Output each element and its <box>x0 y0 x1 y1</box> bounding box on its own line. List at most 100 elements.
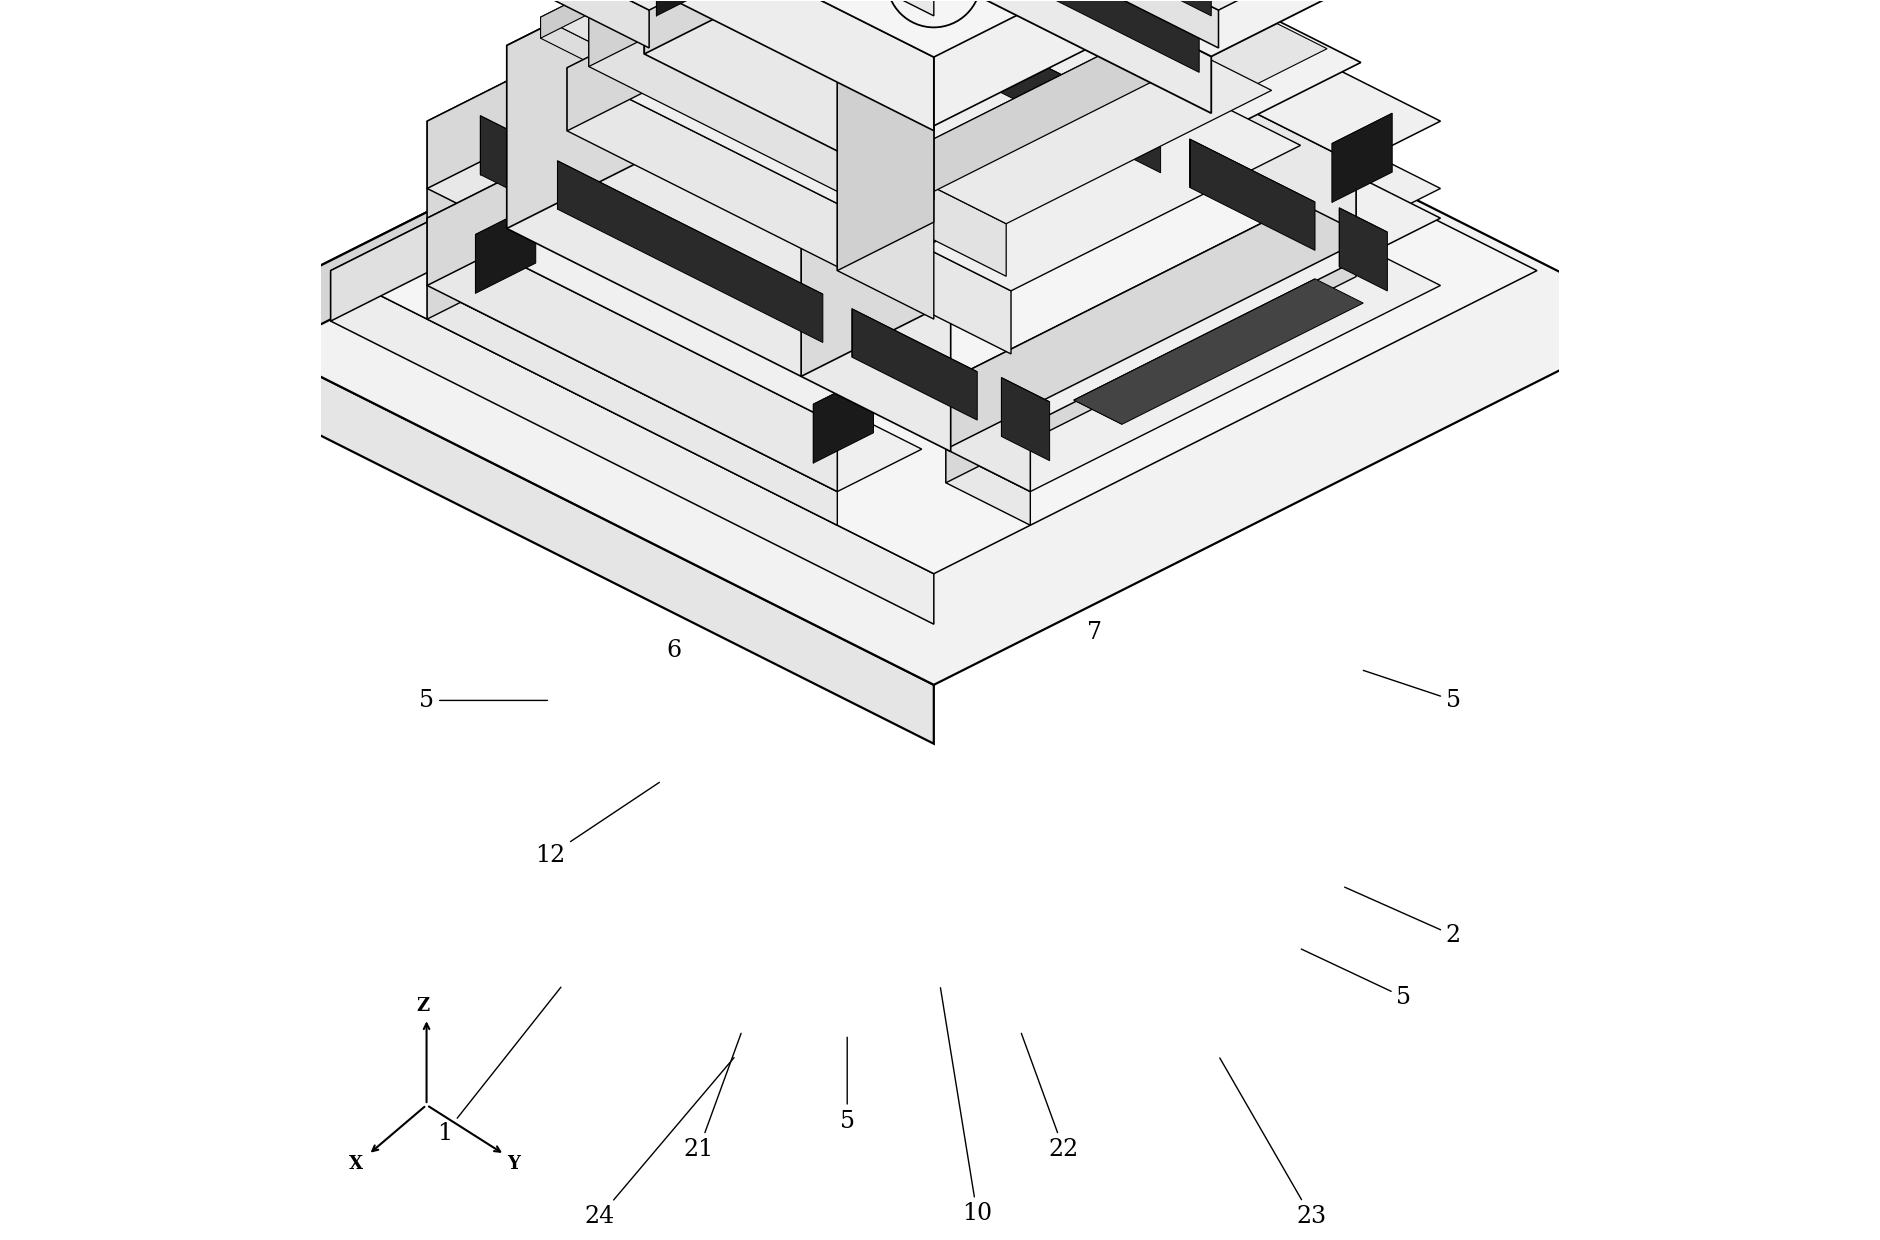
Polygon shape <box>885 164 1006 277</box>
Text: 12: 12 <box>536 782 660 867</box>
Polygon shape <box>1073 401 1122 424</box>
Polygon shape <box>1331 113 1393 202</box>
Polygon shape <box>995 0 1055 32</box>
Polygon shape <box>427 176 511 285</box>
Polygon shape <box>861 216 1011 353</box>
Polygon shape <box>427 0 921 164</box>
Polygon shape <box>1073 279 1314 401</box>
Polygon shape <box>541 0 902 38</box>
Polygon shape <box>1006 0 1199 72</box>
Polygon shape <box>946 382 1030 491</box>
Polygon shape <box>427 285 837 526</box>
Polygon shape <box>801 193 951 451</box>
Polygon shape <box>895 0 1160 124</box>
Polygon shape <box>588 14 861 203</box>
Polygon shape <box>635 0 1233 57</box>
Polygon shape <box>476 205 536 234</box>
Polygon shape <box>645 0 934 55</box>
Polygon shape <box>852 309 978 420</box>
Text: 7: 7 <box>1087 621 1102 644</box>
Polygon shape <box>588 0 854 67</box>
Polygon shape <box>541 0 1177 155</box>
Text: 6: 6 <box>666 640 682 662</box>
Polygon shape <box>861 71 1151 279</box>
Polygon shape <box>427 122 511 231</box>
Polygon shape <box>558 161 823 294</box>
Polygon shape <box>1073 279 1363 424</box>
Polygon shape <box>946 0 1440 57</box>
Polygon shape <box>331 270 934 624</box>
Polygon shape <box>946 449 1030 526</box>
Polygon shape <box>895 0 1160 172</box>
Polygon shape <box>716 0 934 16</box>
Polygon shape <box>801 0 1361 269</box>
Polygon shape <box>645 0 1224 125</box>
Text: 5: 5 <box>840 1037 855 1132</box>
Polygon shape <box>946 176 1440 424</box>
Polygon shape <box>946 0 1440 164</box>
Polygon shape <box>885 30 1271 223</box>
Polygon shape <box>946 0 1440 231</box>
Polygon shape <box>946 0 1030 58</box>
Text: Y: Y <box>508 1156 519 1173</box>
Text: Z: Z <box>415 997 429 1016</box>
Polygon shape <box>211 0 1658 684</box>
Polygon shape <box>885 30 1151 216</box>
Polygon shape <box>861 71 1301 291</box>
Polygon shape <box>837 0 934 319</box>
Polygon shape <box>656 0 818 16</box>
Polygon shape <box>568 0 857 131</box>
Polygon shape <box>989 0 1218 48</box>
Polygon shape <box>331 0 1538 574</box>
Polygon shape <box>818 0 867 29</box>
Polygon shape <box>1049 0 1211 16</box>
Text: 22: 22 <box>1021 1033 1079 1161</box>
Polygon shape <box>568 68 861 279</box>
Polygon shape <box>1190 139 1314 202</box>
Polygon shape <box>946 0 1211 113</box>
Polygon shape <box>508 0 1211 193</box>
Text: 23: 23 <box>1220 1058 1325 1228</box>
Polygon shape <box>835 0 1327 231</box>
Polygon shape <box>645 0 934 200</box>
Text: 2: 2 <box>1344 887 1461 947</box>
Polygon shape <box>1002 377 1049 402</box>
Polygon shape <box>331 0 934 321</box>
Polygon shape <box>427 188 511 264</box>
Polygon shape <box>852 309 978 372</box>
Polygon shape <box>946 243 1355 482</box>
Polygon shape <box>814 374 874 463</box>
Text: X: X <box>350 1156 363 1173</box>
Polygon shape <box>946 0 1030 25</box>
Polygon shape <box>211 321 934 744</box>
Polygon shape <box>479 115 528 198</box>
Polygon shape <box>427 243 511 319</box>
Polygon shape <box>1190 139 1314 250</box>
Polygon shape <box>211 0 934 379</box>
Text: 1: 1 <box>438 987 560 1145</box>
Polygon shape <box>427 0 837 222</box>
Polygon shape <box>946 0 1355 231</box>
Text: 5: 5 <box>419 689 547 712</box>
Polygon shape <box>427 176 921 424</box>
Polygon shape <box>946 176 1355 449</box>
Polygon shape <box>837 0 934 103</box>
Polygon shape <box>1002 377 1049 461</box>
Polygon shape <box>508 46 801 377</box>
Text: 21: 21 <box>684 1033 741 1161</box>
Polygon shape <box>989 0 1423 10</box>
Polygon shape <box>1339 208 1387 291</box>
Text: 5: 5 <box>1301 949 1412 1009</box>
Polygon shape <box>541 17 816 176</box>
Polygon shape <box>508 0 917 228</box>
Polygon shape <box>558 161 823 342</box>
Polygon shape <box>814 374 874 404</box>
Polygon shape <box>837 0 934 270</box>
Polygon shape <box>444 0 878 10</box>
Polygon shape <box>427 243 921 491</box>
Polygon shape <box>427 0 921 231</box>
Polygon shape <box>835 165 964 252</box>
Polygon shape <box>946 243 1440 491</box>
Polygon shape <box>1331 113 1393 144</box>
Polygon shape <box>476 205 536 294</box>
